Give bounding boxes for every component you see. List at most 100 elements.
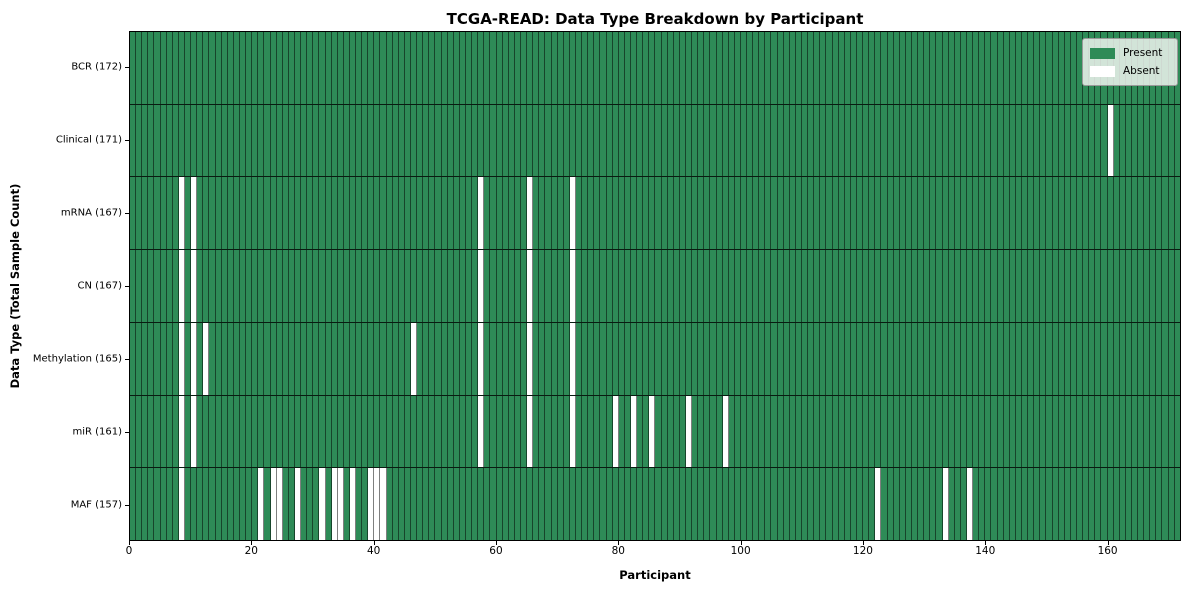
- heatmap-cell-present: [716, 250, 723, 322]
- heatmap-cell-present: [685, 104, 693, 177]
- heatmap-cell-present: [508, 250, 515, 322]
- heatmap-cell-present: [301, 32, 308, 104]
- heatmap-cell-present: [392, 32, 399, 104]
- heatmap-cell-absent: [527, 322, 534, 395]
- heatmap-cell-absent: [258, 468, 265, 541]
- heatmap-cell-present: [1168, 468, 1175, 541]
- heatmap-cell-present: [264, 395, 271, 468]
- heatmap-cell-present: [136, 322, 143, 395]
- heatmap-cell-present: [771, 177, 778, 250]
- heatmap-cell-present: [1040, 177, 1047, 250]
- heatmap-cell-present: [905, 395, 912, 468]
- heatmap-cell-present: [747, 322, 754, 395]
- heatmap-cell-present: [166, 250, 173, 322]
- heatmap-cell-present: [1144, 177, 1151, 250]
- heatmap-cell-present: [386, 322, 393, 395]
- heatmap-cell-present: [863, 322, 870, 395]
- heatmap-cell-present: [966, 32, 974, 104]
- heatmap-cell-present: [789, 250, 796, 322]
- heatmap-cell-present: [227, 177, 234, 250]
- heatmap-cell-present: [960, 32, 967, 104]
- heatmap-cell-present: [221, 468, 228, 541]
- heatmap-cell-present: [313, 468, 320, 541]
- heatmap-cell-present: [172, 250, 179, 322]
- heatmap-cell-present: [1113, 322, 1120, 395]
- heatmap-cell-present: [160, 395, 167, 468]
- heatmap-cell-present: [172, 104, 179, 177]
- heatmap-cell-present: [246, 32, 253, 104]
- heatmap-cell-present: [630, 468, 638, 541]
- heatmap-cell-present: [178, 32, 185, 104]
- heatmap-cell-present: [1076, 104, 1084, 177]
- heatmap-cell-present: [1064, 32, 1071, 104]
- heatmap-cell-present: [789, 32, 796, 104]
- heatmap-cell-present: [1156, 177, 1163, 250]
- heatmap-cell-absent: [527, 395, 534, 468]
- heatmap-cell-present: [624, 177, 631, 250]
- heatmap-cell-present: [258, 177, 265, 250]
- heatmap-cell-present: [1064, 250, 1071, 322]
- heatmap-cell-present: [1089, 468, 1096, 541]
- heatmap-cell-present: [973, 32, 980, 104]
- heatmap-cell-present: [569, 104, 576, 177]
- heatmap-cell-present: [881, 395, 888, 468]
- heatmap-cell-present: [429, 104, 436, 177]
- heatmap-cell-present: [912, 104, 919, 177]
- heatmap-cell-present: [954, 250, 961, 322]
- heatmap-cell-present: [997, 322, 1004, 395]
- heatmap-cell-present: [331, 395, 338, 468]
- heatmap-cell-present: [630, 177, 638, 250]
- heatmap-cell-present: [264, 250, 271, 322]
- heatmap-cell-present: [1138, 177, 1145, 250]
- heatmap-cell-present: [850, 32, 858, 104]
- heatmap-cell-present: [838, 468, 845, 541]
- x-tick-mark: [618, 541, 620, 545]
- heatmap-cell-present: [893, 104, 900, 177]
- heatmap-cell-present: [802, 395, 809, 468]
- heatmap-cell-present: [1138, 468, 1145, 541]
- heatmap-cell-present: [209, 322, 216, 395]
- heatmap-cell-present: [918, 250, 925, 322]
- heatmap-cell-present: [887, 32, 894, 104]
- heatmap-cell-present: [184, 32, 192, 104]
- heatmap-cell-present: [991, 250, 998, 322]
- heatmap-cell-present: [1125, 177, 1132, 250]
- heatmap-cell-present: [466, 250, 473, 322]
- heatmap-cell-present: [966, 322, 974, 395]
- heatmap-cell-present: [692, 104, 699, 177]
- heatmap-cell-present: [490, 104, 497, 177]
- heatmap-cell-present: [270, 177, 277, 250]
- heatmap-cell-present: [252, 177, 259, 250]
- heatmap-cell-present: [905, 322, 912, 395]
- heatmap-cell-absent: [191, 177, 198, 250]
- heatmap-cell-present: [301, 395, 308, 468]
- heatmap-cell-present: [130, 177, 137, 250]
- heatmap-cell-present: [1095, 322, 1102, 395]
- heatmap-cell-present: [411, 32, 418, 104]
- heatmap-cell-present: [673, 468, 680, 541]
- heatmap-cell-present: [973, 104, 980, 177]
- heatmap-cell-present: [533, 395, 540, 468]
- heatmap-cell-present: [893, 468, 900, 541]
- heatmap-cell-present: [166, 468, 173, 541]
- heatmap-cell-present: [844, 177, 851, 250]
- heatmap-cell-present: [466, 177, 473, 250]
- heatmap-cell-present: [307, 395, 314, 468]
- heatmap-cell-present: [136, 104, 143, 177]
- heatmap-cell-present: [881, 177, 888, 250]
- heatmap-cell-present: [716, 177, 723, 250]
- heatmap-cell-present: [1144, 250, 1151, 322]
- heatmap-cell-present: [594, 104, 601, 177]
- heatmap-cell-present: [545, 468, 552, 541]
- heatmap-cell-present: [869, 322, 876, 395]
- heatmap-cell-present: [301, 322, 308, 395]
- heatmap-cell-present: [184, 395, 192, 468]
- heatmap-cell-absent: [875, 468, 882, 541]
- heatmap-cell-present: [740, 322, 748, 395]
- heatmap-cell-present: [820, 468, 827, 541]
- heatmap-cell-present: [563, 468, 570, 541]
- heatmap-cell-present: [960, 322, 967, 395]
- heatmap-cell-present: [942, 104, 949, 177]
- heatmap-cell-present: [624, 395, 631, 468]
- heatmap-cell-absent: [966, 468, 974, 541]
